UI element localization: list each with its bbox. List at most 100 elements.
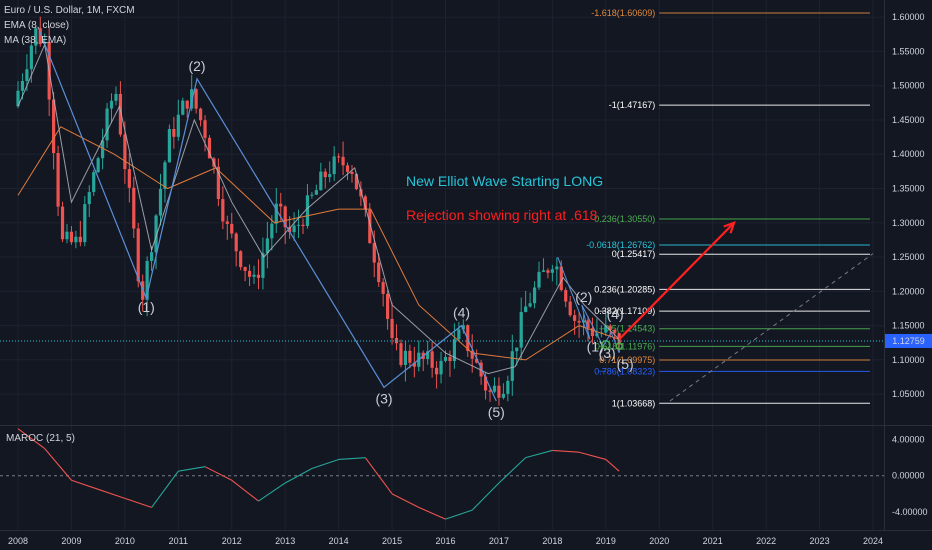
candle-body [65,231,69,240]
candle-body [377,262,381,283]
candle-body [190,89,194,109]
candle-body [203,120,207,138]
fib-levels: -1.618(1.60609) -1(1.47167) -0.236(1.30550… [586,8,870,408]
fib-level-label: 0.71(1.09975) [599,355,655,365]
maroc-segment [525,449,553,459]
maroc-tick-label: -4.00000 [892,507,928,517]
candle-body [296,224,301,226]
candle-body [127,169,131,188]
candle-body [105,108,109,141]
candle-body [52,99,56,154]
price-tick-label: 1.25000 [892,252,925,262]
candle-body [524,306,528,313]
candle-body [613,330,617,334]
maroc-segment [605,459,620,472]
ma-line [17,126,620,361]
candle-body [158,188,163,216]
candle-body [461,325,465,330]
candle-body [25,69,29,81]
candle-body [452,339,457,362]
candle-body [69,231,74,243]
candle-body [439,360,443,375]
candle-body [243,267,247,271]
price-tick-label: 1.35000 [892,184,925,194]
wave-label: (1) [587,338,604,354]
candle-body [136,228,140,282]
candle-body [230,223,234,234]
year-tick-label: 2023 [810,536,830,546]
candle-body [265,238,269,254]
candle-body [434,367,439,375]
candle-body [555,266,559,270]
maroc-segment [97,488,126,499]
candle-body [541,270,546,272]
candle-body [305,195,310,227]
candle-body [194,89,198,109]
maroc-segment [178,466,206,472]
year-tick-label: 2020 [649,536,669,546]
year-tick-label: 2011 [169,536,188,546]
year-tick-label: 2021 [703,536,723,546]
maroc-segment [578,451,606,460]
legend-ema: EMA (8, close) [4,20,69,31]
candle-body [279,203,283,207]
projection-arrow-shaft [618,222,735,341]
maroc-panel: 4.00000 0.00000 -4.00000 [0,428,928,520]
candle-body [252,274,256,277]
maroc-segment [284,468,313,484]
candle-body [288,227,292,233]
year-tick-label: 2009 [61,536,81,546]
projection-arrow-head [723,220,736,234]
maroc-segment [391,493,420,508]
candle-body [506,380,510,394]
candle-body [145,260,149,300]
maroc-segment [445,509,473,520]
fib-level-label: -1.618(1.60609) [591,8,655,18]
candle-body [590,328,595,337]
candles [16,16,621,406]
year-tick-label: 2016 [435,536,455,546]
candle-body [96,158,100,173]
candle-body [573,315,577,321]
maroc-segment [311,458,339,470]
price-tick-label: 1.40000 [892,149,925,159]
candle-body [172,129,176,137]
candle-body [497,385,501,398]
wave-label: (2) [575,289,592,305]
year-tick-label: 2024 [863,536,883,546]
candle-body [408,350,412,363]
candle-body [568,301,572,316]
candle-body [559,266,563,291]
price-tick-label: 1.50000 [892,81,925,91]
candle-body [234,233,238,252]
candle-body [381,282,385,294]
candle-body [83,204,87,243]
candle-body [163,162,167,189]
candle-body [38,28,42,45]
candle-body [430,351,434,368]
candle-body [56,153,60,207]
candle-body [372,243,376,263]
candle-body [328,174,332,178]
candle-body [314,190,318,195]
fib-level-label: 1(1.03668) [612,398,656,408]
candle-body [319,171,323,191]
candle-body [118,93,123,135]
year-tick-label: 2010 [115,536,135,546]
price-tick-label: 1.45000 [892,115,925,125]
maroc-tick-label: 0.00000 [892,471,925,481]
candle-body [501,393,505,398]
wave-label: (3) [375,390,392,406]
fib-level-label: 0.236(1.20285) [594,284,655,294]
candle-body [345,165,350,172]
candle-body [337,156,341,158]
wave-label: (5) [488,404,505,420]
candle-body [301,224,305,227]
candle-body [185,100,189,109]
fib-level-label: -0.236(1.30550) [591,214,655,224]
candle-body [132,187,136,229]
candle-body [92,172,96,193]
candle-body [16,90,20,107]
candle-body [87,192,91,205]
